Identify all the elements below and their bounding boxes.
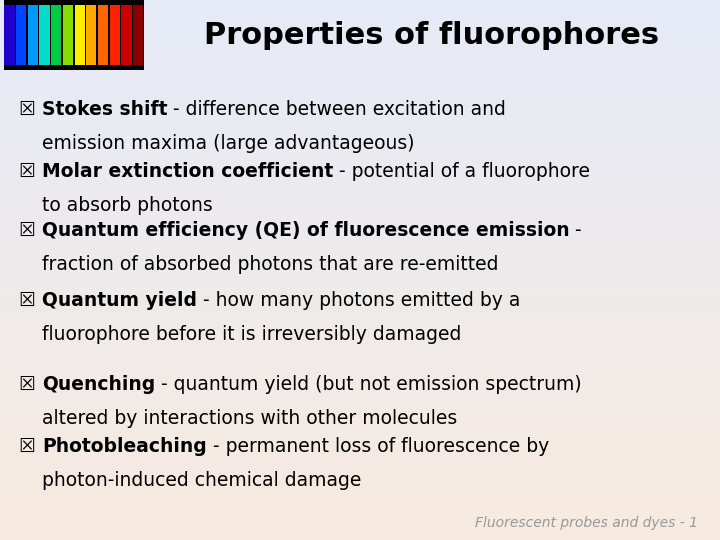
Text: ☒: ☒ xyxy=(18,100,35,119)
Text: Quenching: Quenching xyxy=(42,375,155,394)
Text: Stokes shift: Stokes shift xyxy=(42,100,167,119)
Text: - difference between excitation and: - difference between excitation and xyxy=(167,100,506,119)
Text: altered by interactions with other molecules: altered by interactions with other molec… xyxy=(42,409,457,428)
Text: - how many photons emitted by a: - how many photons emitted by a xyxy=(197,291,520,309)
Text: Photobleaching: Photobleaching xyxy=(42,437,207,456)
Text: ☒: ☒ xyxy=(18,162,35,181)
Text: Quantum yield: Quantum yield xyxy=(42,291,197,309)
Text: Properties of fluorophores: Properties of fluorophores xyxy=(204,21,660,50)
Bar xyxy=(86,5,96,65)
Text: - potential of a fluorophore: - potential of a fluorophore xyxy=(333,162,590,181)
Text: -: - xyxy=(570,221,582,240)
Text: to absorb photons: to absorb photons xyxy=(42,196,212,215)
Text: emission maxima (large advantageous): emission maxima (large advantageous) xyxy=(42,134,414,153)
Bar xyxy=(4,0,144,70)
Text: Fluorescent probes and dyes - 1: Fluorescent probes and dyes - 1 xyxy=(475,516,698,530)
Text: ☒: ☒ xyxy=(18,291,35,309)
Bar xyxy=(98,5,108,65)
Bar xyxy=(16,5,27,65)
Text: ☒: ☒ xyxy=(18,437,35,456)
Bar xyxy=(40,5,50,65)
Text: - permanent loss of fluorescence by: - permanent loss of fluorescence by xyxy=(207,437,549,456)
Text: Molar extinction coefficient: Molar extinction coefficient xyxy=(42,162,333,181)
Text: fraction of absorbed photons that are re-emitted: fraction of absorbed photons that are re… xyxy=(42,255,498,274)
Bar xyxy=(4,5,14,65)
Text: - quantum yield (but not emission spectrum): - quantum yield (but not emission spectr… xyxy=(155,375,582,394)
Bar xyxy=(63,5,73,65)
Text: fluorophore before it is irreversibly damaged: fluorophore before it is irreversibly da… xyxy=(42,325,461,343)
Bar xyxy=(133,5,143,65)
Bar xyxy=(109,5,120,65)
Bar xyxy=(74,5,85,65)
Bar xyxy=(121,5,132,65)
Text: Quantum efficiency (QE) of fluorescence emission: Quantum efficiency (QE) of fluorescence … xyxy=(42,221,570,240)
Bar xyxy=(51,5,61,65)
Text: photon-induced chemical damage: photon-induced chemical damage xyxy=(42,471,361,490)
Text: ☒: ☒ xyxy=(18,375,35,394)
Bar xyxy=(27,5,38,65)
Text: ☒: ☒ xyxy=(18,221,35,240)
